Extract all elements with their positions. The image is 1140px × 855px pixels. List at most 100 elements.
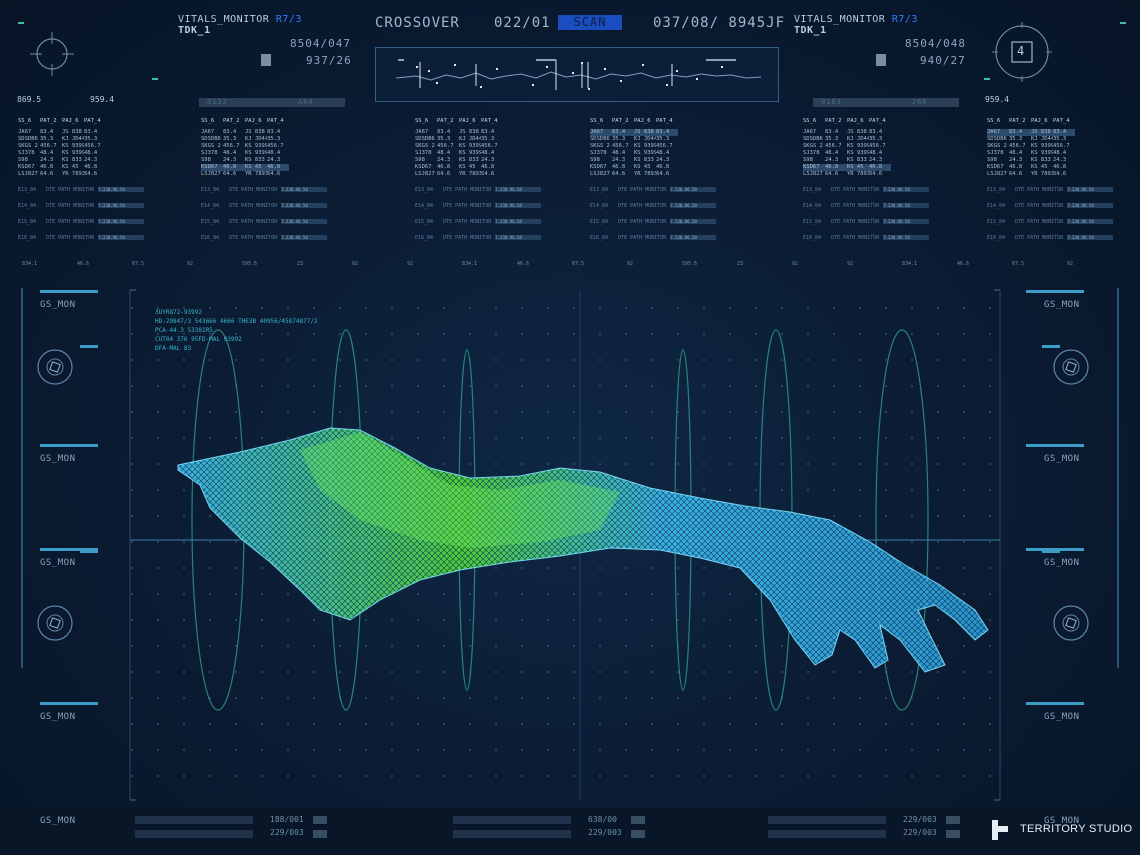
data-table: SS_6 PAT_2 PAJ_6 PAT_4 JA67 83.4 JS 838 83.4 SDS… [590, 118, 678, 178]
table-header: SS_6 PAT_2 PAJ_6 PAT_4 [18, 118, 106, 125]
table-header-cell: PAT_2 [825, 118, 842, 124]
monitor-value: 7.238.96.58 [670, 203, 717, 208]
table-cell: 24.3 [869, 157, 883, 163]
table-cell: 456.7 [825, 143, 842, 149]
table-header-cell: SS_6 [803, 118, 817, 124]
monitor-row: E13_84 DTE PATH MONITOR 7.238.96.58 [590, 187, 720, 193]
table-cell: JS 838 [62, 129, 82, 135]
table-cell: 83.4 [1009, 129, 1023, 135]
monitor-value: 7.238.96.58 [883, 203, 930, 208]
table-cell: KS 93992 [459, 150, 481, 156]
waveform-panel [375, 47, 779, 102]
table-cell: 456.7 [869, 143, 886, 149]
monitor-row: E16_84 DTE PATH MONITOR 7.238.96.58 [415, 235, 545, 241]
table-cell: S98 [415, 157, 425, 163]
monitor-row: E14_84 DTE PATH MONITOR 7.238.96.58 [590, 203, 720, 209]
table-cell: KS 93992 [847, 143, 869, 149]
table-cell: JA67 [18, 129, 32, 135]
scan-button[interactable]: SCAN [558, 15, 622, 30]
monitor-label: DTE PATH MONITOR [443, 219, 492, 225]
monitor-id: E15_84 [415, 219, 434, 225]
table-cell: 83.4 [223, 129, 237, 135]
bottom-gauge [453, 830, 571, 838]
monitor-row: E14_84 DTE PATH MONITOR 7.238.96.58 [803, 203, 933, 209]
table-cell: 35.3 [612, 136, 626, 142]
table-cell: 83.4 [869, 129, 883, 135]
monitor-row: E15_84 DTE PATH MONITOR 7.238.96.58 [201, 219, 331, 225]
monitor-row: E15_84 DTE PATH MONITOR 7.238.96.58 [590, 219, 720, 225]
table-header-cell: PAT_2 [40, 118, 57, 124]
vitals-value1-left: 8504/047 [290, 37, 351, 50]
table-cell: 83.4 [612, 129, 626, 135]
tick-label: 46.6 [517, 261, 530, 267]
dial-icon[interactable] [1052, 348, 1090, 386]
dial-icon[interactable] [36, 348, 74, 386]
monitor-value: 7.238.96.58 [1067, 219, 1114, 224]
table-cell: KS 93992 [634, 150, 656, 156]
side-label-right: GS_MON [1044, 712, 1080, 722]
table-cell: SJ378 [415, 150, 432, 156]
tick-label: 92 [792, 261, 799, 267]
monitor-id: E15_84 [201, 219, 220, 225]
table-cell: 64.6 [223, 171, 237, 177]
table-cell: 24.3 [612, 157, 626, 163]
table-cell: SJ378 [590, 150, 607, 156]
monitor-id: E15_84 [803, 219, 822, 225]
table-header-cell: PAJ_6 [1031, 118, 1048, 124]
table-row: S98 24.3 KS 833 24.3 [803, 157, 891, 164]
table-cell: 24.3 [1053, 157, 1067, 163]
table-cell: 83.4 [825, 129, 839, 135]
table-header-cell: PAJ_6 [62, 118, 79, 124]
tick-label: 23 [297, 261, 304, 267]
reading-a-left: 869.5 [17, 95, 42, 104]
studio-credit: TERRITORY STUDIO [1020, 823, 1133, 835]
table-cell: 48.4 [481, 150, 495, 156]
monitor-value: 7.238.96.58 [495, 203, 542, 208]
table-cell: YR 7893 [459, 171, 481, 177]
table-cell: KSD67 [18, 164, 35, 170]
monitor-id: E16_84 [803, 235, 822, 241]
table-header-cell: PAT_4 [481, 118, 498, 124]
bottom-indicator [946, 816, 960, 824]
table-cell: KS 45 [634, 164, 651, 170]
table-cell: 48.4 [1053, 150, 1067, 156]
side-accent [80, 345, 98, 348]
monitor-id: E13_84 [201, 187, 220, 193]
monitor-label: DTE PATH MONITOR [618, 203, 667, 209]
tick-label: 595.6 [242, 261, 258, 267]
dial-icon[interactable] [36, 604, 74, 642]
table-cell: YR 7893 [245, 171, 267, 177]
table-cell: 83.4 [481, 129, 495, 135]
table-cell: 35.3 [869, 136, 883, 142]
monitor-row: E16_84 DTE PATH MONITOR 7.238.96.58 [201, 235, 331, 241]
tick-label: 834.1 [902, 261, 918, 267]
table-cell: 64.6 [40, 171, 54, 177]
monitor-label: DTE PATH MONITOR [443, 203, 492, 209]
monitor-id: E15_84 [590, 219, 609, 225]
table-cell: KS 93992 [634, 143, 656, 149]
table-cell: SKGS 2 [201, 143, 221, 149]
tick-label: 92 [352, 261, 359, 267]
table-cell: 456.7 [1053, 143, 1070, 149]
table-cell: YR 7893 [1031, 171, 1053, 177]
monitor-value: 7.238.96.58 [883, 235, 930, 240]
dial-icon[interactable] [1052, 604, 1090, 642]
bottom-label-right: GS_MON [1044, 816, 1080, 826]
table-cell: 48.4 [612, 150, 626, 156]
table-cell: 24.3 [84, 157, 98, 163]
table-cell: JS 838 [459, 129, 479, 135]
vitals-value1-right: 8504/048 [905, 37, 966, 50]
table-cell: JA67 [590, 129, 604, 135]
table-cell: 64.6 [437, 171, 451, 177]
table-cell: 48.4 [825, 150, 839, 156]
table-header-cell: PAT_2 [612, 118, 629, 124]
tick-label: 92 [187, 261, 194, 267]
table-cell: KS 833 [245, 157, 265, 163]
tick-label: 67.5 [132, 261, 145, 267]
